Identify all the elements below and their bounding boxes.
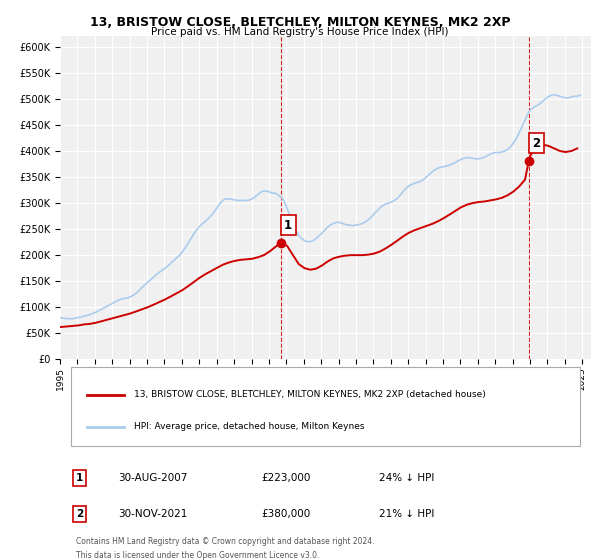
Text: 13, BRISTOW CLOSE, BLETCHLEY, MILTON KEYNES, MK2 2XP: 13, BRISTOW CLOSE, BLETCHLEY, MILTON KEY…	[90, 16, 510, 29]
Text: 2: 2	[76, 508, 83, 519]
Text: HPI: Average price, detached house, Milton Keynes: HPI: Average price, detached house, Milt…	[134, 422, 365, 431]
Text: 30-AUG-2007: 30-AUG-2007	[118, 473, 188, 483]
Text: 21% ↓ HPI: 21% ↓ HPI	[379, 508, 434, 519]
Text: 13, BRISTOW CLOSE, BLETCHLEY, MILTON KEYNES, MK2 2XP (detached house): 13, BRISTOW CLOSE, BLETCHLEY, MILTON KEY…	[134, 390, 486, 399]
Text: 24% ↓ HPI: 24% ↓ HPI	[379, 473, 434, 483]
Text: 1: 1	[284, 218, 292, 232]
Text: 2: 2	[532, 137, 540, 150]
Text: 30-NOV-2021: 30-NOV-2021	[118, 508, 188, 519]
Text: This data is licensed under the Open Government Licence v3.0.: This data is licensed under the Open Gov…	[76, 550, 319, 560]
FancyBboxPatch shape	[71, 367, 580, 446]
Text: 1: 1	[76, 473, 83, 483]
Text: £380,000: £380,000	[262, 508, 311, 519]
Text: Price paid vs. HM Land Registry's House Price Index (HPI): Price paid vs. HM Land Registry's House …	[151, 27, 449, 37]
Text: £223,000: £223,000	[262, 473, 311, 483]
Text: Contains HM Land Registry data © Crown copyright and database right 2024.: Contains HM Land Registry data © Crown c…	[76, 537, 374, 546]
